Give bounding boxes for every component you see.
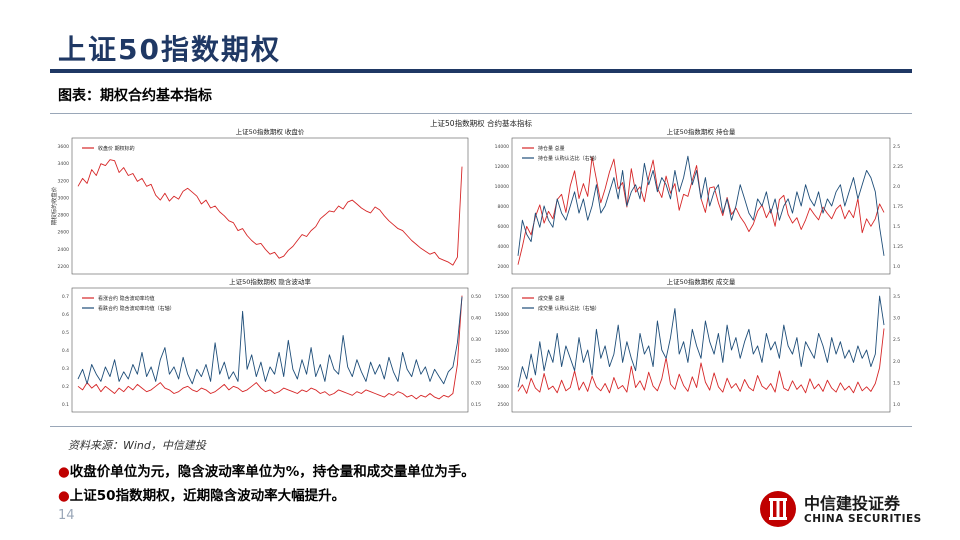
series-line — [77, 296, 463, 385]
series-line — [77, 159, 463, 266]
ytick-label-right: 2.25 — [893, 164, 903, 170]
ytick-label: 0.3 — [62, 366, 69, 372]
ytick-label: 6000 — [498, 224, 510, 230]
ytick-label-right: 0.20 — [471, 380, 481, 386]
ytick-label: 2400 — [58, 247, 70, 253]
ytick-label: 5000 — [498, 384, 510, 390]
logo-name-cn: 中信建投证券 — [804, 494, 901, 513]
ytick-label-right: 1.25 — [893, 244, 903, 250]
ytick-label: 0.7 — [62, 294, 69, 300]
bullet-dot-icon: ● — [58, 488, 70, 504]
title-underline — [50, 69, 912, 73]
ytick-label: 0.1 — [62, 402, 69, 408]
page-number: 14 — [58, 508, 75, 523]
panel-frame — [511, 137, 891, 275]
ytick-label-right: 2.5 — [893, 144, 900, 150]
ytick-label: 0.5 — [62, 330, 69, 336]
series-line — [517, 155, 885, 256]
bullet-2: ●上证50指数期权，近期隐含波动率大幅提升。 — [58, 484, 345, 504]
slide-title: 上证50指数期权 — [58, 33, 281, 66]
legend-label: 看涨合约 隐含波动率均值 — [98, 295, 155, 302]
panel-title: 上证50指数期权 成交量 — [667, 277, 736, 286]
legend-label: 持仓量 认购认沽比（右轴） — [538, 155, 600, 162]
series-line — [517, 328, 885, 394]
panel-title: 上证50指数期权 收盘价 — [236, 127, 305, 136]
ytick-label: 10000 — [495, 348, 509, 354]
panel-frame — [71, 287, 469, 413]
ytick-label-right: 0.25 — [471, 359, 481, 365]
ytick-label: 12000 — [495, 164, 509, 170]
ytick-label: 2200 — [58, 264, 70, 270]
ytick-label: 2000 — [498, 264, 510, 270]
chart-suptitle: 上证50指数期权 合约基本指标 — [430, 118, 532, 128]
ytick-label: 3600 — [58, 144, 70, 150]
panel-ylabel: 期权标的收盘价 — [50, 186, 58, 225]
ytick-label-right: 1.5 — [893, 224, 900, 230]
ytick-label: 0.6 — [62, 312, 69, 318]
bullet-1: ●收盘价单位为元，隐含波动率单位为%，持仓量和成交量单位为手。 — [58, 460, 475, 480]
ytick-label: 7500 — [498, 366, 510, 372]
ytick-label-right: 2.5 — [893, 337, 900, 343]
legend-label: 收盘价 期权标的 — [98, 145, 135, 152]
ytick-label: 0.4 — [62, 348, 69, 354]
panel-title: 上证50指数期权 持仓量 — [667, 127, 736, 136]
source-note: 资料来源：Wind，中信建投 — [68, 439, 206, 452]
logo-name-en: CHINA SECURITIES — [804, 513, 922, 525]
panel-frame — [511, 287, 891, 413]
series-line — [77, 295, 463, 400]
ytick-label: 3200 — [58, 178, 70, 184]
legend-label: 成交量 认购认沽比（右轴） — [538, 305, 600, 312]
ytick-label: 14000 — [495, 144, 509, 150]
ytick-label-right: 1.5 — [893, 380, 900, 386]
ytick-label-right: 0.30 — [471, 337, 481, 343]
chart-area: 上证50指数期权 合约基本指标上证50指数期权 收盘价期权标的收盘价 3600 34… — [50, 116, 912, 424]
legend-label: 持仓量 总量 — [538, 145, 565, 152]
ytick-label-right: 0.50 — [471, 294, 481, 300]
bullet-dot-icon: ● — [58, 464, 70, 480]
ytick-label-right: 1.0 — [893, 402, 900, 408]
ytick-label-right: 2.0 — [893, 359, 900, 365]
ytick-label: 8000 — [498, 204, 510, 210]
ytick-label: 3400 — [58, 161, 70, 167]
caption-divider — [50, 113, 912, 114]
chart-bottom-divider — [50, 426, 912, 427]
ytick-label: 15000 — [495, 312, 509, 318]
ytick-label: 17500 — [495, 294, 509, 300]
legend-label: 成交量 总量 — [538, 295, 565, 302]
ytick-label-right: 3.0 — [893, 316, 900, 322]
panel-title: 上证50指数期权 隐含波动率 — [229, 277, 311, 286]
figure-caption: 图表：期权合约基本指标 — [58, 88, 212, 104]
ytick-label: 2500 — [498, 402, 510, 408]
legend-label: 看跌合约 隐含波动率均值（右轴） — [98, 305, 175, 312]
ytick-label-right: 2.0 — [893, 184, 900, 190]
ytick-label-right: 1.0 — [893, 264, 900, 270]
ytick-label: 2800 — [58, 213, 70, 219]
ytick-label: 3000 — [58, 195, 70, 201]
panel-frame — [71, 137, 469, 275]
bullet-1-text: 收盘价单位为元，隐含波动率单位为%，持仓量和成交量单位为手。 — [69, 464, 475, 480]
ytick-label-right: 3.5 — [893, 294, 900, 300]
bullet-2-text: 上证50指数期权，近期隐含波动率大幅提升。 — [69, 488, 346, 504]
ytick-label: 0.2 — [62, 384, 69, 390]
series-line — [517, 295, 885, 388]
ytick-label: 12500 — [495, 330, 509, 336]
ytick-label: 4000 — [498, 244, 510, 250]
ytick-label-right: 1.75 — [893, 204, 903, 210]
ytick-label-right: 0.40 — [471, 316, 481, 322]
ytick-label: 2600 — [58, 230, 70, 236]
ytick-label: 10000 — [495, 184, 509, 190]
ytick-label-right: 0.15 — [471, 402, 481, 408]
citic-logo-icon — [760, 491, 796, 527]
